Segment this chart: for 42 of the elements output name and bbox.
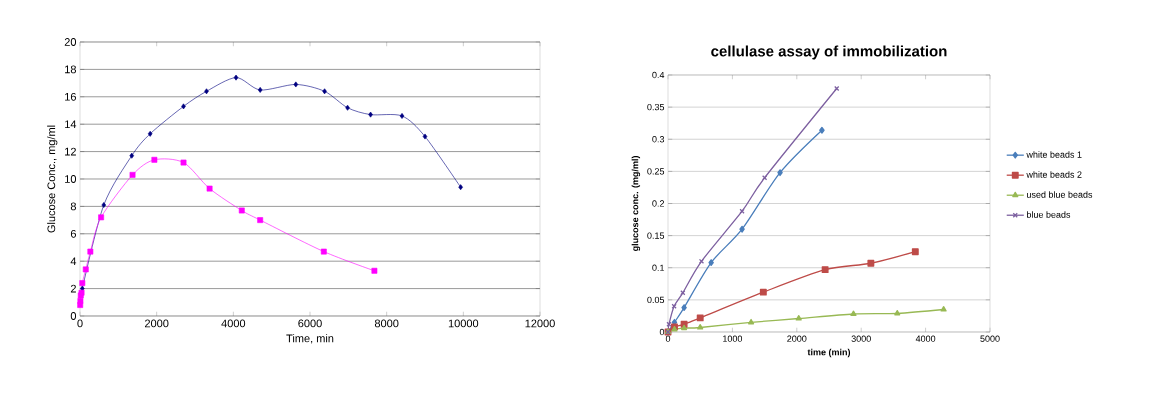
x-tick-label: 0 [665,335,671,342]
y-tick-label: 0 [659,328,665,336]
legend-label: used blue beads [1027,191,1093,198]
y-tick-label: 6 [70,229,76,238]
y-tick-label: 4 [70,257,77,265]
y-axis-title: glucose conc. (mg/ml) [631,156,641,252]
x-tick-label: 1000 [723,335,743,342]
x-tick-label: 4000 [915,335,936,342]
chart-title: cellulase assay of immobilization [711,45,947,60]
legend-label: white beads 1 [1026,151,1082,158]
x-tick-label: 8000 [374,319,399,328]
x-tick-label: 3000 [851,335,871,342]
y-tick-label: 10 [65,175,77,183]
x-axis-title: time (min) [807,348,851,358]
legend-label: blue beads [1027,211,1071,218]
x-tick-label: 6000 [298,319,322,328]
y-tick-label: 8 [70,202,76,211]
y-tick-label: 0 [70,312,77,320]
y-tick-label: 0.35 [647,103,665,111]
legend-label: white beads 2 [1026,171,1082,178]
x-tick-label: 0 [77,319,83,328]
y-tick-label: 0.05 [647,296,665,304]
x-tick-label: 12000 [525,319,555,328]
y-tick-label: 0.1 [652,264,665,271]
x-tick-label: 4000 [221,319,246,328]
y-tick-label: 16 [65,92,76,101]
y-tick-label: 2 [70,284,76,293]
x-axis-title: Time, min [286,334,334,344]
y-tick-label: 14 [65,120,77,128]
x-tick-label: 2000 [144,319,169,328]
y-tick-label: 0.25 [647,168,665,175]
y-tick-label: 18 [65,65,76,74]
x-tick-label: 5000 [980,335,1000,342]
y-tick-label: 0.15 [647,232,665,239]
y-tick-label: 12 [65,147,76,156]
y-tick-label: 0.2 [652,200,665,207]
y-axis-title: Glucose Conc., mg/ml [47,125,58,233]
y-tick-label: 0.4 [652,71,665,79]
y-tick-label: 20 [64,38,77,46]
x-tick-label: 10000 [448,319,479,328]
x-tick-label: 2000 [787,335,807,342]
y-tick-label: 0.3 [652,136,665,143]
